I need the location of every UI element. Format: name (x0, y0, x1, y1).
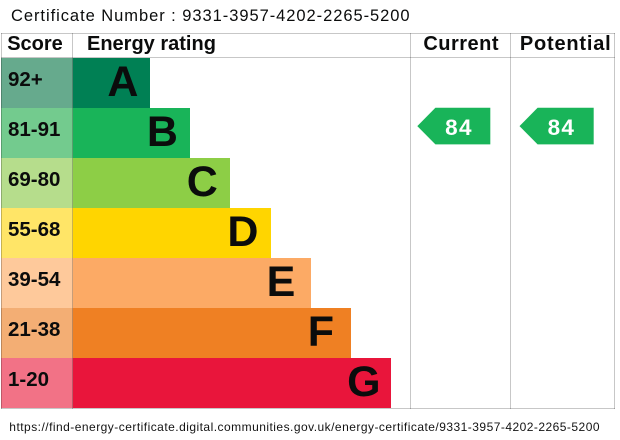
svg-text:84: 84 (445, 115, 473, 140)
svg-text:84: 84 (548, 115, 576, 140)
